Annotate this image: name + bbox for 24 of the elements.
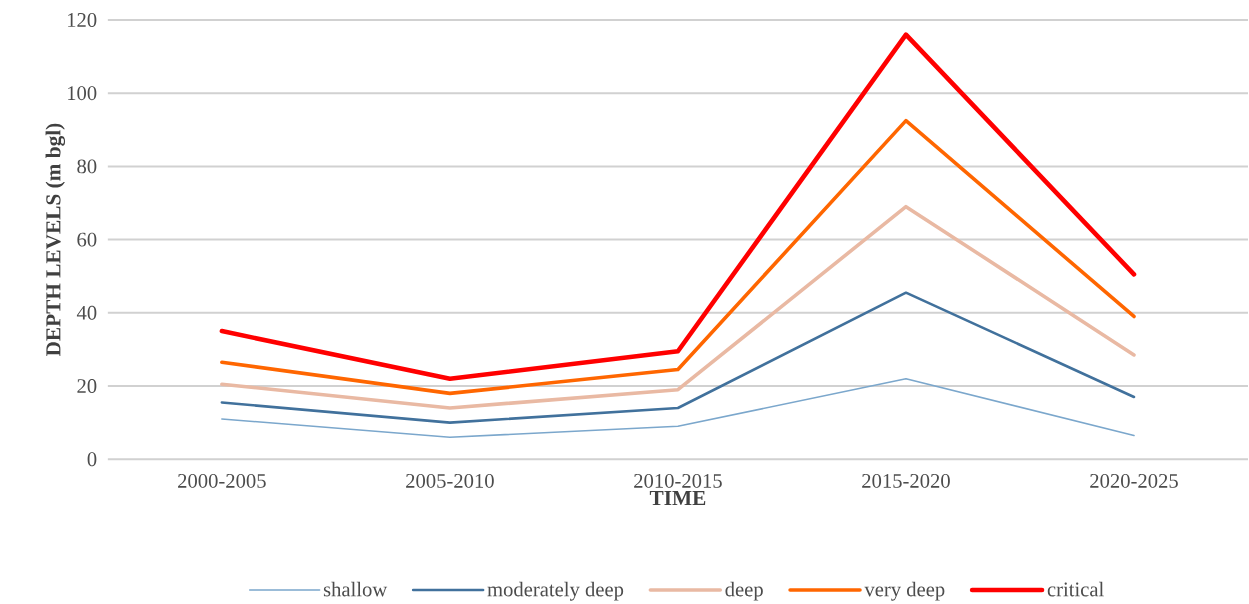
x-tick-label: 2000-2005 [178, 473, 266, 488]
y-tick-label: 80 [77, 159, 97, 174]
legend-label: shallow [323, 581, 388, 597]
y-tick-label: 120 [68, 13, 97, 27]
x-tick-label: 2005-2010 [406, 473, 494, 488]
line-series [219, 32, 1137, 382]
line-series [220, 204, 1136, 410]
x-tick-label: 2020-2025 [1090, 473, 1178, 488]
line-series [220, 118, 1136, 396]
y-tick-label: 0 [87, 452, 97, 467]
line-series [221, 377, 1135, 439]
x-tick-label: 2010-2015 [634, 473, 722, 488]
y-tick-label: 20 [77, 379, 97, 393]
y-tick-label: 40 [76, 305, 97, 320]
x-axis-title: TIME [649, 491, 706, 505]
y-tick-label: 100 [68, 86, 97, 101]
y-axis-title: DEPTH LEVELS (m bgl) [45, 123, 66, 357]
legend-label: very deep [864, 581, 945, 601]
legend-label: critical [1047, 581, 1104, 597]
legend-label: deep [725, 581, 763, 601]
x-tick-label: 2015-2020 [862, 473, 950, 488]
line-series [220, 291, 1136, 424]
y-tick-label: 60 [77, 232, 97, 247]
legend-label: moderately deep [487, 581, 624, 601]
